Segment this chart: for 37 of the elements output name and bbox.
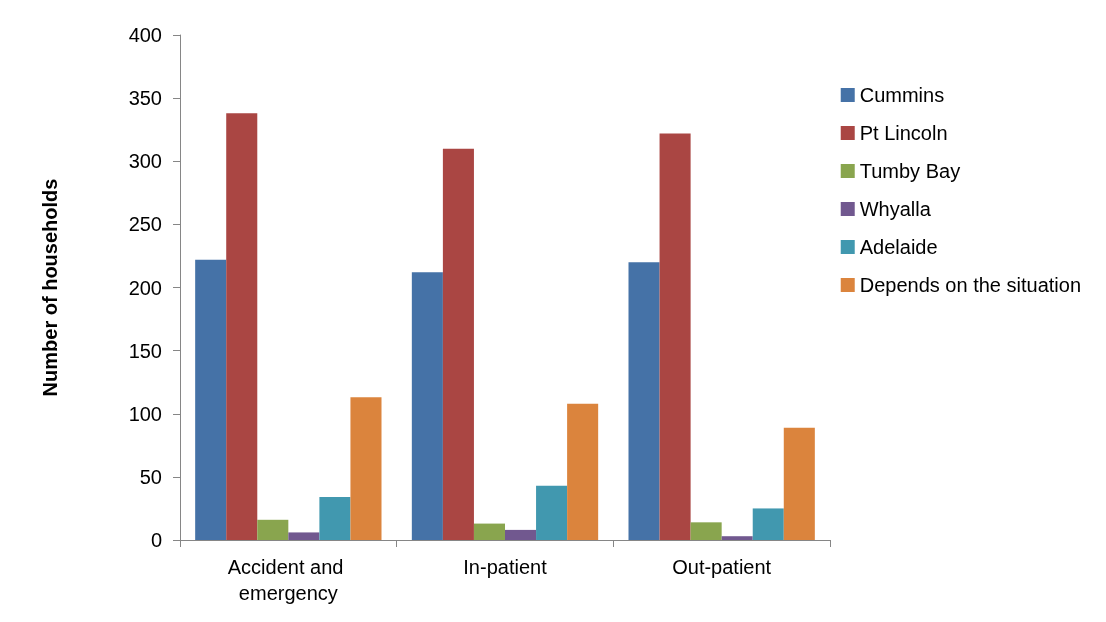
bar xyxy=(505,529,537,540)
legend-label: Adelaide xyxy=(859,236,938,258)
x-tick-label: Accident and emergency xyxy=(227,556,349,604)
y-tick-label: 0 xyxy=(150,529,162,551)
bar xyxy=(411,272,443,540)
y-tick-label: 100 xyxy=(128,402,162,425)
y-axis-title: Number of households xyxy=(39,178,61,397)
legend-label: Pt Lincoln xyxy=(859,122,948,144)
x-tick-label: Out-patient xyxy=(672,556,772,578)
bar xyxy=(473,523,505,540)
bar xyxy=(195,259,227,540)
bar xyxy=(567,403,599,540)
bar xyxy=(536,485,568,540)
legend-label: Whyalla xyxy=(859,198,932,220)
legend-label: Depends on the situation xyxy=(859,274,1082,296)
bar xyxy=(628,262,660,540)
bar xyxy=(257,519,289,540)
bar xyxy=(288,532,320,540)
bar xyxy=(350,397,382,540)
bar xyxy=(752,508,784,540)
y-tick-label: 50 xyxy=(139,465,162,488)
y-tick-label: 350 xyxy=(128,87,162,110)
y-tick-label: 150 xyxy=(128,339,162,362)
bar xyxy=(659,133,691,540)
y-tick-label: 300 xyxy=(128,150,162,173)
bar xyxy=(690,522,722,540)
bar xyxy=(442,148,474,540)
bar xyxy=(721,536,753,540)
bar xyxy=(319,497,351,540)
legend-label: Cummins xyxy=(859,84,945,106)
x-tick-label: In-patient xyxy=(463,556,548,578)
y-tick-label: 200 xyxy=(128,276,162,299)
y-tick-label: 400 xyxy=(128,24,162,46)
y-tick-label: 250 xyxy=(128,213,162,236)
legend-label: Tumby Bay xyxy=(859,160,961,182)
bar xyxy=(226,113,258,540)
bar xyxy=(783,427,815,540)
